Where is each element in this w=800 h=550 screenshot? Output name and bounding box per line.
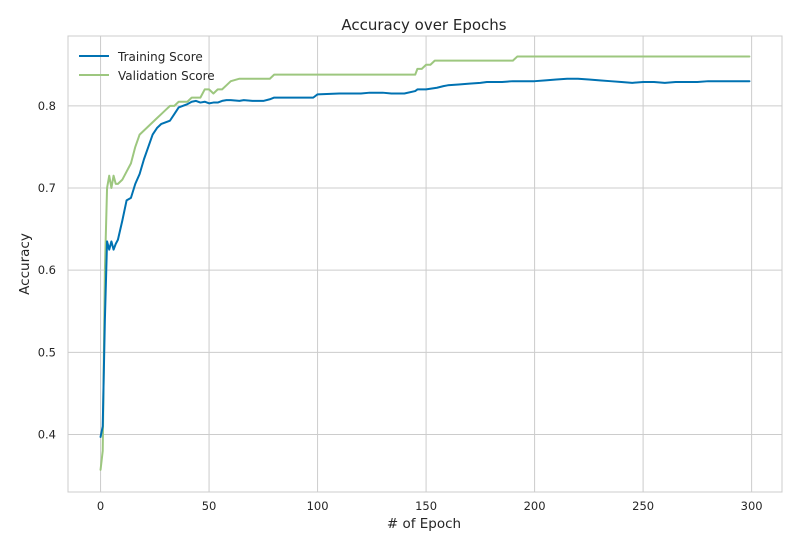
series-layer — [99, 55, 751, 471]
x-tick-label: 50 — [202, 499, 217, 513]
x-tick-label: 300 — [741, 499, 763, 513]
tick-labels: 0 50 100 150 200 250 300 0.4 0.5 0.6 0.7 0.8 — [38, 99, 763, 513]
x-tick-label: 0 — [97, 499, 104, 513]
y-tick-label: 0.4 — [38, 427, 56, 441]
grid — [68, 36, 782, 492]
series-line-validation-score — [99, 55, 751, 471]
x-tick-label: 150 — [415, 499, 437, 513]
x-tick-label: 250 — [632, 499, 654, 513]
legend: Training Score Validation Score — [79, 50, 215, 83]
y-tick-label: 0.8 — [38, 99, 56, 113]
legend-label-training: Training Score — [117, 50, 203, 64]
chart-title: Accuracy over Epochs — [341, 16, 506, 34]
legend-label-validation: Validation Score — [118, 69, 215, 83]
x-tick-label: 100 — [307, 499, 329, 513]
y-tick-label: 0.7 — [38, 181, 56, 195]
series-line-training-score — [99, 77, 751, 438]
y-tick-label: 0.6 — [38, 263, 56, 277]
y-axis-label: Accuracy — [17, 233, 33, 295]
y-tick-label: 0.5 — [38, 345, 56, 359]
x-tick-label: 200 — [524, 499, 546, 513]
x-axis-label: # of Epoch — [387, 516, 461, 532]
plot-frame — [67, 35, 783, 493]
